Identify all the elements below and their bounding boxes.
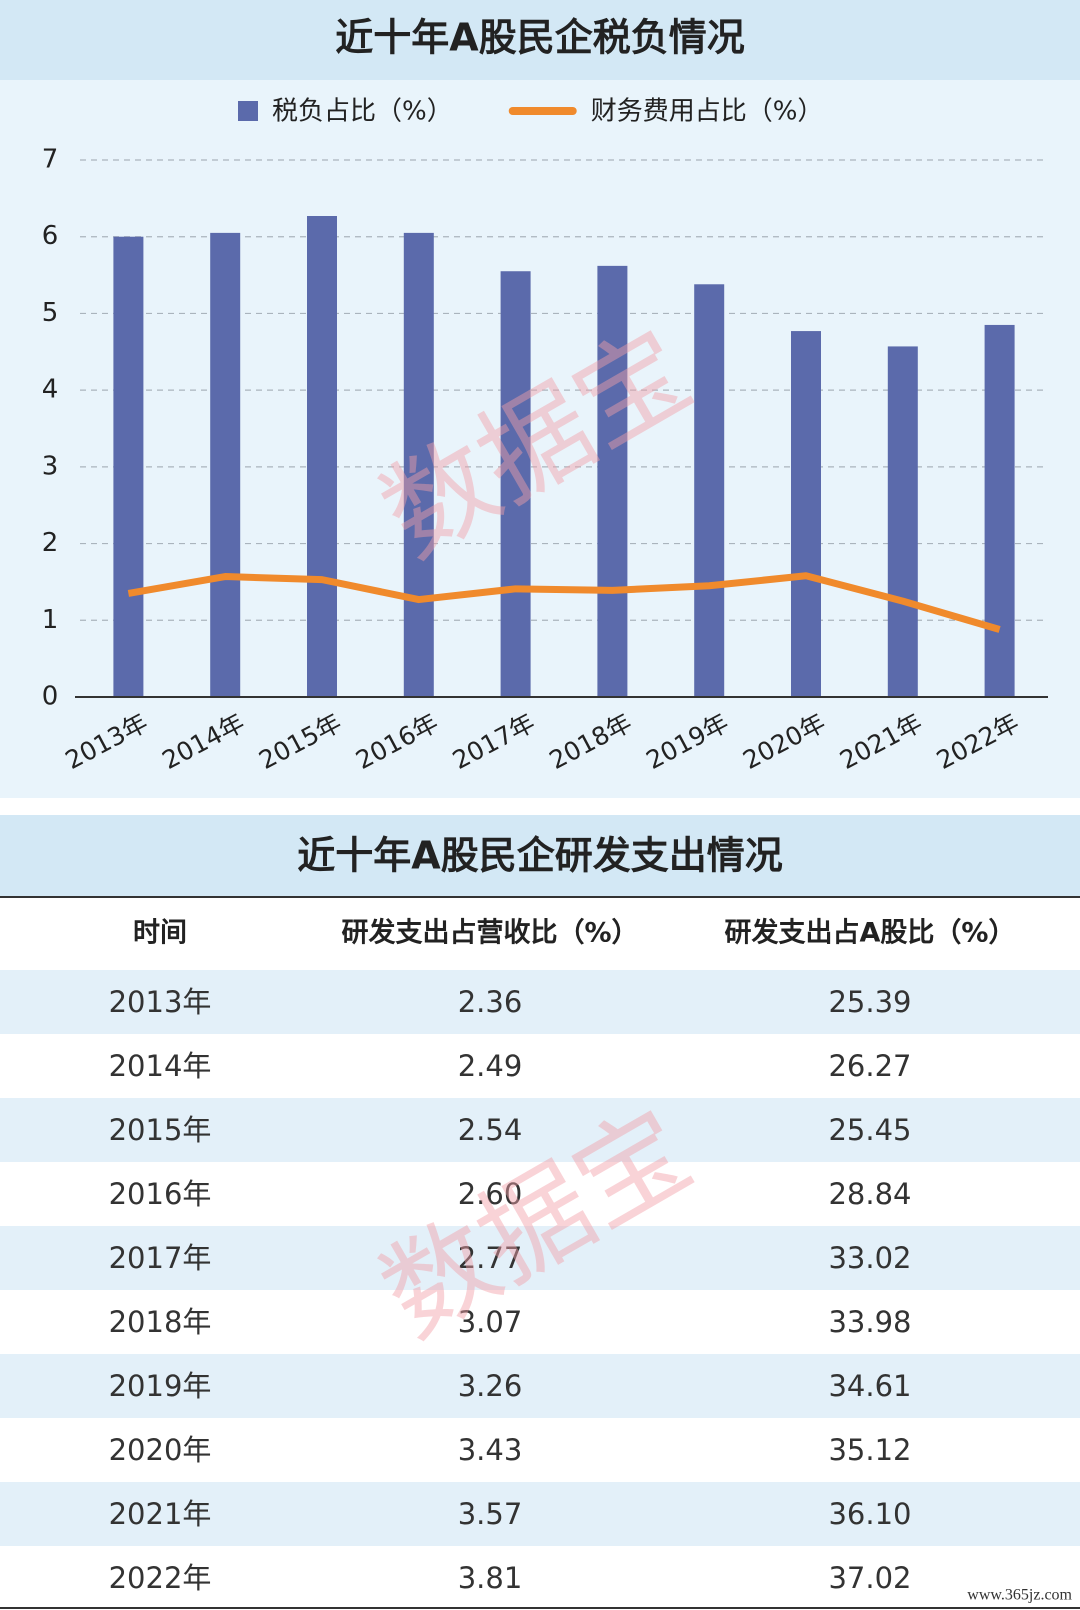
- table-cell: 2.60: [458, 1177, 523, 1211]
- table-cell: 2021年: [109, 1497, 212, 1531]
- table-cell: 2013年: [109, 985, 212, 1019]
- bar: [597, 265, 628, 697]
- table-header: 研发支出占营收比（%）: [341, 917, 638, 949]
- table-cell: 2018年: [109, 1305, 212, 1339]
- table-header: 研发支出占A股比（%）: [725, 917, 1016, 949]
- table-cell: 33.98: [828, 1305, 911, 1339]
- y-tick-label: 2: [42, 528, 59, 558]
- table-cell: 3.43: [458, 1433, 523, 1467]
- legend-label: 财务费用占比（%）: [591, 97, 824, 127]
- bar: [694, 284, 725, 697]
- table-cell: 3.26: [458, 1369, 523, 1403]
- row-background: [0, 1482, 1080, 1546]
- table-cell: 2.36: [458, 985, 523, 1019]
- table-cell: 2.77: [458, 1241, 523, 1275]
- bar: [887, 346, 918, 697]
- row-background: [0, 1226, 1080, 1290]
- table-cell: 36.10: [828, 1497, 911, 1531]
- bar: [307, 216, 337, 697]
- table-header: 时间: [133, 918, 187, 949]
- table-cell: 2016年: [109, 1177, 212, 1211]
- table-cell: 2019年: [109, 1369, 212, 1403]
- y-tick-label: 7: [42, 145, 59, 175]
- y-tick-label: 3: [42, 451, 59, 481]
- table-cell: 28.84: [828, 1177, 911, 1211]
- table-cell: 2.49: [458, 1049, 523, 1083]
- title-bar: [0, 0, 1080, 80]
- bar: [210, 232, 241, 697]
- row-background: [0, 970, 1080, 1034]
- y-tick-label: 0: [42, 682, 59, 712]
- table-cell: 35.12: [828, 1433, 911, 1467]
- footer: www.365jz.com: [967, 1587, 1072, 1604]
- chart-title: 近十年A股民企税负情况: [335, 16, 744, 60]
- bar: [113, 236, 144, 697]
- table-cell: 25.39: [828, 985, 911, 1019]
- table-cell: 2022年: [109, 1561, 212, 1595]
- bar: [791, 331, 821, 697]
- bar: [403, 232, 434, 697]
- y-tick-label: 6: [42, 221, 59, 251]
- table-cell: 25.45: [828, 1113, 911, 1147]
- table-title: 近十年A股民企研发支出情况: [297, 834, 782, 878]
- table-cell: 2015年: [109, 1113, 212, 1147]
- table-cell: 2014年: [109, 1049, 212, 1083]
- table-cell: 33.02: [828, 1241, 911, 1275]
- line: [127, 572, 1001, 633]
- table-title-bar: [0, 815, 1080, 897]
- table: 时间 研发支出占营收比（%） 研发支出占A股比（%） 2013年 2.36 25.39 20…: [0, 917, 1080, 1609]
- y-tick-label: 4: [42, 375, 59, 405]
- table-cell: 26.27: [828, 1049, 911, 1083]
- table-cell: 2017年: [109, 1241, 212, 1275]
- y-tick-label: 5: [42, 298, 59, 328]
- legend-swatch: [238, 101, 258, 121]
- table-cell: 3.81: [458, 1561, 523, 1595]
- table-cell: 3.07: [458, 1305, 523, 1339]
- table-cell: 37.02: [828, 1561, 911, 1595]
- row-background: [0, 1354, 1080, 1418]
- table-cell: 2.54: [458, 1113, 523, 1147]
- bar: [500, 271, 531, 697]
- table-cell: 3.57: [458, 1497, 523, 1531]
- table-cell: 34.61: [828, 1369, 911, 1403]
- table-cell: 2020年: [109, 1433, 212, 1467]
- row-background: [0, 1098, 1080, 1162]
- bar: [984, 324, 1015, 697]
- y-tick-label: 1: [42, 605, 59, 635]
- legend-label: 税负占比（%）: [272, 97, 453, 127]
